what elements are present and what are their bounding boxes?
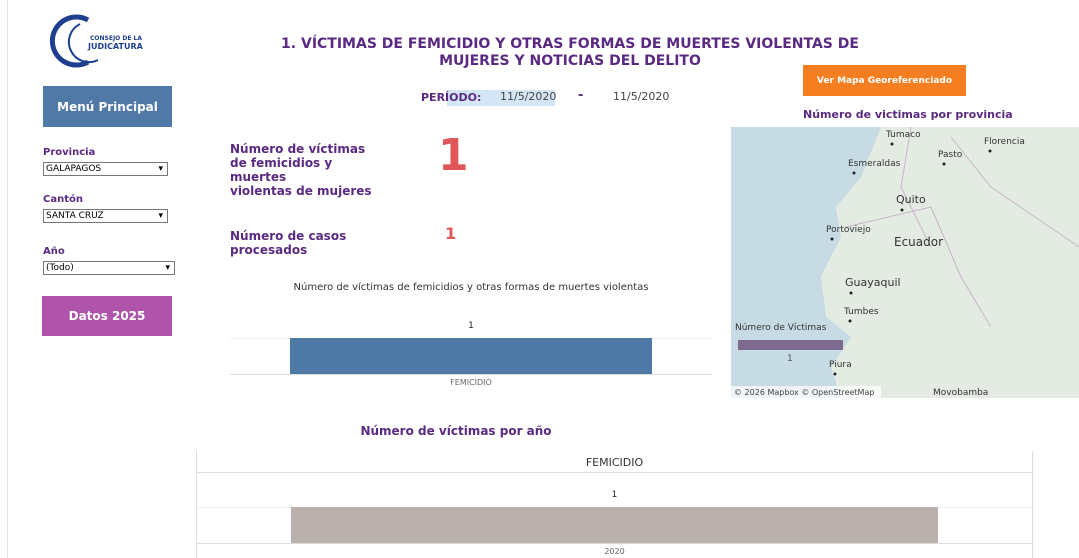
legend-title: Número de Víctimas (735, 323, 827, 333)
legend-value: 1 (787, 354, 793, 364)
border (845, 127, 1079, 328)
place-label: Tumaco (885, 130, 921, 140)
place-dot (988, 149, 992, 153)
place-label: Tumbes (843, 307, 879, 317)
attribution: © 2026 Mapbox © OpenStreetMap (734, 388, 874, 397)
place-dot (890, 142, 894, 146)
map: Tumaco Florencia Pasto Esmeraldas Quito Porto… (731, 127, 1079, 398)
kpi-value: 1 (445, 224, 457, 243)
place-label: Movobamba (933, 388, 988, 398)
row-line (230, 374, 712, 375)
place-label: Florencia (984, 137, 1025, 147)
logo: CONSEJO DE LA JUDICATURA (49, 14, 144, 68)
place-dot (900, 208, 904, 212)
row-line (197, 543, 1032, 544)
header-rule (197, 472, 1032, 473)
place-label: Esmeraldas (848, 159, 901, 169)
bar (290, 507, 939, 543)
logo-text: CONSEJO DE LA (90, 35, 142, 42)
land (821, 127, 1079, 398)
title: 1. VÍCTIMAS DE FEMICIDIO Y OTRAS FORMAS … (230, 36, 910, 70)
filter-select[interactable]: GALAPAGOS (43, 162, 168, 176)
attribution-bg (731, 386, 881, 398)
title-line: 1. VÍCTIMAS DE FEMICIDIO Y OTRAS FORMAS … (281, 36, 859, 52)
value-label: 1 (611, 490, 618, 500)
kpi-label: muertes (230, 170, 287, 184)
place-dot (849, 291, 853, 295)
kpi-label: procesados (230, 243, 308, 257)
map-button[interactable]: Ver Mapa Georeferenciado (803, 65, 966, 96)
place-dot (848, 319, 852, 323)
period-label: PERÍODO: (421, 91, 482, 104)
filter-select[interactable]: (Todo) (43, 261, 175, 275)
category-label: FEMICIDIO (450, 378, 492, 387)
place-dot (833, 372, 837, 376)
chart1: 1 FEMICIDIO (230, 300, 712, 390)
chart1-title: Número de víctimas de femicidios y otras… (293, 282, 649, 293)
logo-text: JUDICATURA (87, 42, 144, 51)
place-dot (942, 162, 946, 166)
place-dot (852, 171, 856, 175)
place-label: Piura (829, 360, 852, 370)
legend-bar (738, 340, 843, 350)
value-label: 1 (468, 321, 474, 331)
filter-select[interactable]: SANTA CRUZ (43, 209, 168, 223)
menu-button[interactable]: Menú Principal (43, 86, 172, 127)
map-title: Número de victimas por provincia (803, 108, 1013, 121)
place-label: Ecuador (894, 235, 943, 249)
kpi-label: de femicidios y (230, 156, 333, 170)
chart2-title: Número de víctimas por año (360, 424, 552, 438)
place-dot (830, 237, 834, 241)
chart2: FEMICIDIO 1 2020 (196, 451, 1033, 558)
period-highlight (447, 90, 555, 106)
filter-label: Año (43, 246, 65, 257)
filter-label: Provincia (43, 147, 96, 158)
data-2025-button[interactable]: Datos 2025 (42, 296, 172, 336)
kpi-value: 1 (438, 130, 469, 181)
category-label: 2020 (604, 547, 625, 556)
place-label: Portoviejo (826, 225, 871, 235)
place-label: Guayaquil (845, 276, 901, 289)
filter-label: Cantón (43, 194, 83, 205)
place-label: Pasto (938, 150, 963, 160)
period-start: 11/5/2020 (500, 90, 557, 103)
period-separator: - (578, 88, 584, 103)
kpi-label: Número de víctimas (230, 142, 366, 156)
divider (7, 0, 8, 558)
kpi-label: violentas de mujeres (230, 184, 372, 198)
logo-arc (49, 14, 90, 68)
bar (290, 338, 652, 374)
logo-arc (67, 23, 99, 64)
title-line: MUJERES Y NOTICIAS DEL DELITO (439, 53, 701, 69)
period-end: 11/5/2020 (613, 90, 670, 103)
chart-header: FEMICIDIO (585, 456, 644, 469)
kpi-label: Número de casos (230, 229, 347, 243)
place-label: Quito (896, 193, 926, 206)
